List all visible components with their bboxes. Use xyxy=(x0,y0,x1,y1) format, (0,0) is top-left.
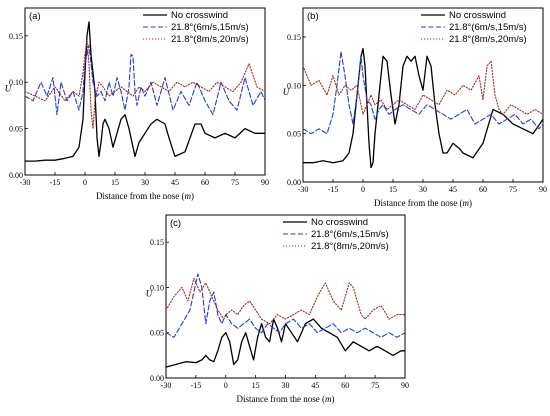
x-tick-label: 15 xyxy=(111,178,119,187)
x-tick-label: 0 xyxy=(361,185,365,194)
y-axis-label: U xyxy=(5,84,12,94)
x-axis-label: Distance from the nose (m) xyxy=(237,394,335,404)
series-line-1 xyxy=(302,50,544,135)
y-tick-label: 0.10 xyxy=(287,81,301,90)
x-tick-label: 0 xyxy=(83,178,87,187)
y-tick-label: 0.05 xyxy=(9,125,23,134)
legend-entry: 21.8°(8m/s,20m/s) xyxy=(311,241,389,252)
series-line-2 xyxy=(302,60,544,115)
legend-entry: No crosswind xyxy=(449,10,506,21)
x-tick-label: -15 xyxy=(328,185,339,194)
legend-entry: No crosswind xyxy=(171,10,228,21)
x-tick-label: 90 xyxy=(401,381,409,390)
series-line-1 xyxy=(165,273,406,338)
x-tick-label: 45 xyxy=(311,381,319,390)
legend-entry: 21.8°(8m/s,20m/s) xyxy=(171,34,249,45)
legend-entry: 21.8°(6m/s,15m/s) xyxy=(311,229,389,240)
x-tick-label: -15 xyxy=(191,381,202,390)
panel-label: (a) xyxy=(29,11,41,22)
y-axis-label: U xyxy=(283,87,290,97)
x-tick-label: -30 xyxy=(298,185,309,194)
y-tick-label: 0.05 xyxy=(150,329,164,338)
x-tick-label: 30 xyxy=(282,381,290,390)
y-tick-label: 0.15 xyxy=(150,238,164,247)
x-tick-label: 45 xyxy=(449,185,457,194)
series-line-0 xyxy=(24,21,266,162)
x-tick-label: 60 xyxy=(479,185,487,194)
panel-label: (c) xyxy=(170,218,181,229)
chart-panel-1: -30 -15 0 15 30 45 60 75 90 0.00 0.05 0.10 0.15 Dista… xyxy=(283,7,547,208)
y-tick-label: 0.10 xyxy=(150,283,164,292)
x-tick-label: 90 xyxy=(539,185,547,194)
x-tick-label: 75 xyxy=(371,381,379,390)
series-line-0 xyxy=(302,47,544,169)
legend-entry: 21.8°(6m/s,15m/s) xyxy=(449,22,527,33)
x-tick-label: -30 xyxy=(20,178,31,187)
x-tick-label: 60 xyxy=(201,178,209,187)
x-axis-label: Distance from the nose (m) xyxy=(374,198,472,208)
series-line-1 xyxy=(24,44,266,116)
y-tick-label: 0.00 xyxy=(287,178,301,187)
x-tick-label: 60 xyxy=(341,381,349,390)
y-tick-label: 0.00 xyxy=(9,171,23,180)
panel-label: (b) xyxy=(307,11,319,22)
x-tick-label: 15 xyxy=(389,185,397,194)
x-axis-label: Distance from the nose (m) xyxy=(96,191,194,201)
y-tick-label: 0.00 xyxy=(150,374,164,383)
legend-entry: No crosswind xyxy=(311,217,368,228)
legend-entry: 21.8°(6m/s,15m/s) xyxy=(171,22,249,33)
legend-entry: 21.8°(8m/s,20m/s) xyxy=(449,34,527,45)
x-tick-label: 30 xyxy=(419,185,427,194)
x-tick-label: 15 xyxy=(252,381,260,390)
x-tick-label: 75 xyxy=(509,185,517,194)
y-tick-label: 0.05 xyxy=(287,130,301,139)
chart-panel-0: -30 -15 0 15 30 45 60 75 90 0.00 0.05 0.10 0.15 Dista… xyxy=(5,7,269,201)
series-line-2 xyxy=(165,277,406,325)
y-axis-label: U xyxy=(146,289,153,299)
x-tick-label: 75 xyxy=(231,178,239,187)
x-tick-label: -30 xyxy=(161,381,172,390)
y-tick-label: 0.15 xyxy=(9,32,23,41)
series-line-0 xyxy=(165,318,406,368)
x-tick-label: 0 xyxy=(224,381,228,390)
chart-panel-2: -30 -15 0 15 30 45 60 75 90 0.00 0.05 0.10 0.15 Dista… xyxy=(146,214,409,404)
x-tick-label: 45 xyxy=(171,178,179,187)
series-line-2 xyxy=(24,39,266,130)
x-tick-label: -15 xyxy=(50,178,61,187)
x-tick-label: 30 xyxy=(141,178,149,187)
y-tick-label: 0.15 xyxy=(287,33,301,42)
x-tick-label: 90 xyxy=(261,178,269,187)
y-tick-label: 0.10 xyxy=(9,78,23,87)
